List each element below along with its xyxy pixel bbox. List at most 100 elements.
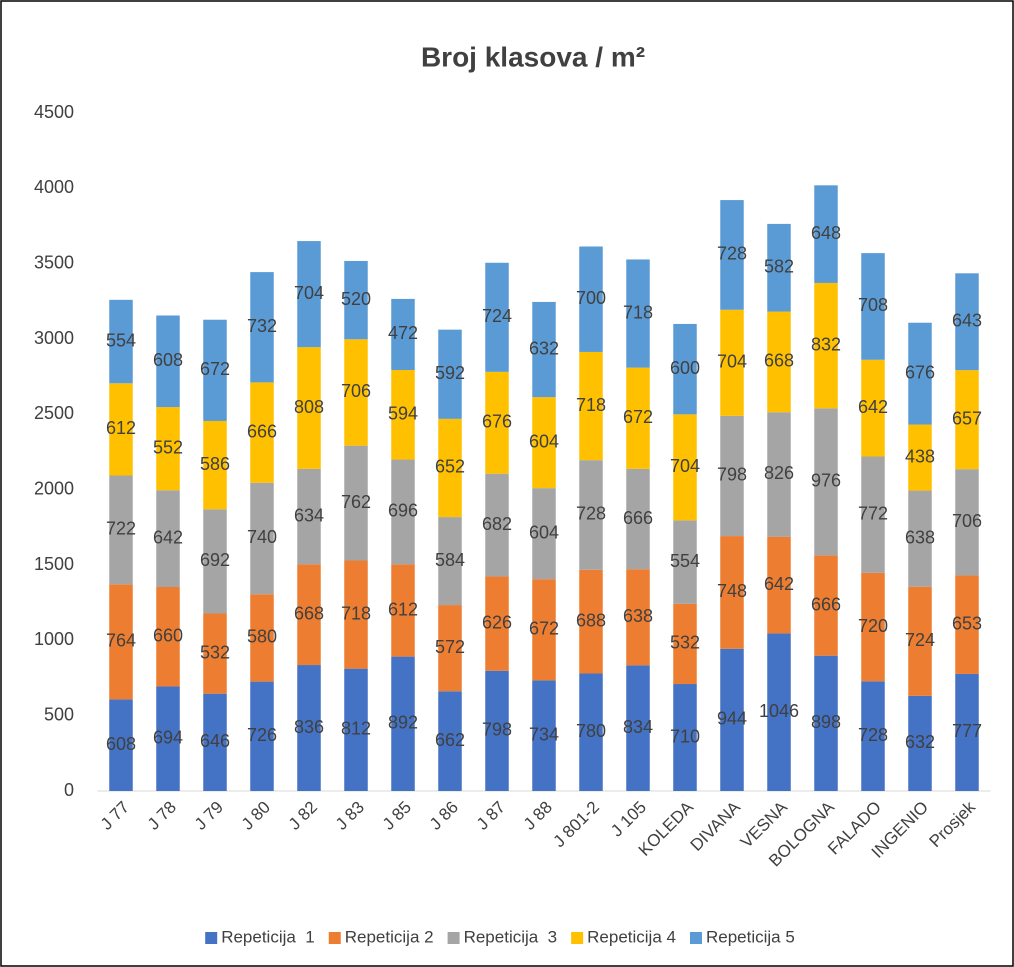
bar-segment	[109, 699, 133, 791]
data-label: 638	[905, 527, 935, 547]
bar-segment	[344, 560, 368, 669]
bar-segment	[156, 315, 180, 408]
bar-segment	[438, 691, 462, 791]
bar-segment	[814, 555, 838, 656]
data-label: 696	[388, 501, 418, 521]
data-label: 700	[576, 288, 606, 308]
data-label: 648	[811, 223, 841, 243]
data-label: 728	[576, 504, 606, 524]
chart-title: Broj klasova / m²	[421, 41, 645, 72]
data-label: 532	[670, 633, 700, 653]
data-label: 592	[435, 363, 465, 383]
bar-segment	[720, 536, 744, 649]
bar-segment	[203, 613, 227, 694]
legend-label: Repeticija 4	[587, 927, 676, 946]
data-label: 1046	[759, 701, 799, 721]
y-tick-label: 500	[44, 704, 74, 724]
data-label: 704	[717, 352, 747, 372]
data-label: 666	[811, 594, 841, 614]
data-label: 584	[435, 550, 465, 570]
y-tick-label: 1000	[34, 629, 74, 649]
y-tick-label: 3500	[34, 252, 74, 272]
data-label: 554	[106, 330, 136, 350]
bar-segment	[861, 253, 885, 360]
bar-segment	[438, 605, 462, 692]
data-label: 708	[858, 295, 888, 315]
bar-segment	[485, 473, 509, 577]
data-label: 676	[482, 412, 512, 432]
bar-segment	[391, 459, 415, 565]
data-label: 834	[623, 717, 653, 737]
bar-segment	[109, 584, 133, 700]
bar-segment	[532, 680, 556, 791]
data-label: 612	[388, 599, 418, 619]
bar-segment	[250, 594, 274, 682]
y-tick-label: 2500	[34, 403, 74, 423]
data-label: 710	[670, 726, 700, 746]
data-label: 777	[952, 721, 982, 741]
data-label: 604	[529, 431, 559, 451]
bar-segment	[297, 665, 321, 791]
bar-segment	[955, 273, 979, 371]
bar-segment	[438, 329, 462, 419]
bar-segment	[579, 673, 603, 791]
bar-segment	[203, 509, 227, 614]
bar-segment	[250, 681, 274, 791]
bar-segment	[767, 311, 791, 413]
bar-segment	[579, 351, 603, 461]
data-label: 826	[764, 463, 794, 483]
legend-label: Repeticija 2	[345, 927, 434, 946]
data-label: 438	[905, 446, 935, 466]
data-label: 764	[106, 631, 136, 651]
bar-segment	[720, 415, 744, 537]
bar-segment	[814, 655, 838, 791]
bar-segment	[344, 339, 368, 446]
data-label: 672	[529, 619, 559, 639]
bar-segment	[203, 693, 227, 791]
data-label: 642	[858, 397, 888, 417]
bar-segment	[344, 260, 368, 340]
y-tick-label: 4000	[34, 177, 74, 197]
bar-segment	[391, 656, 415, 791]
data-label: 666	[247, 421, 277, 441]
legend-swatch	[689, 932, 702, 944]
bar-segment	[720, 648, 744, 791]
data-label: 572	[435, 637, 465, 657]
bar-segment	[673, 603, 697, 685]
bar-segment	[250, 382, 274, 483]
data-label: 672	[200, 359, 230, 379]
data-label: 638	[623, 606, 653, 626]
data-label: 976	[811, 471, 841, 491]
data-label: 812	[341, 719, 371, 739]
data-label: 718	[341, 603, 371, 623]
bar-segment	[297, 241, 321, 348]
data-label: 612	[106, 418, 136, 438]
data-label: 580	[247, 627, 277, 647]
data-label: 672	[623, 407, 653, 427]
bar-segment	[391, 370, 415, 460]
y-tick-label: 4500	[34, 102, 74, 122]
data-label: 728	[717, 244, 747, 264]
bar-segment	[250, 482, 274, 595]
data-label: 944	[717, 709, 747, 729]
data-label: 600	[670, 358, 700, 378]
bar-segment	[767, 633, 791, 791]
data-label: 732	[247, 316, 277, 336]
data-label: 688	[576, 610, 606, 630]
bar-segment	[814, 408, 838, 556]
data-label: 657	[952, 408, 982, 428]
data-label: 704	[294, 283, 324, 303]
y-tick-label: 0	[64, 780, 74, 800]
data-label: 608	[106, 734, 136, 754]
bar-segment	[955, 575, 979, 674]
bar-segment	[203, 420, 227, 510]
bar-segment	[109, 299, 133, 384]
bar-segment	[908, 424, 932, 491]
data-label: 798	[717, 465, 747, 485]
bar-segment	[673, 323, 697, 415]
data-label: 808	[294, 397, 324, 417]
data-label: 692	[200, 550, 230, 570]
bar-segment	[861, 681, 885, 791]
